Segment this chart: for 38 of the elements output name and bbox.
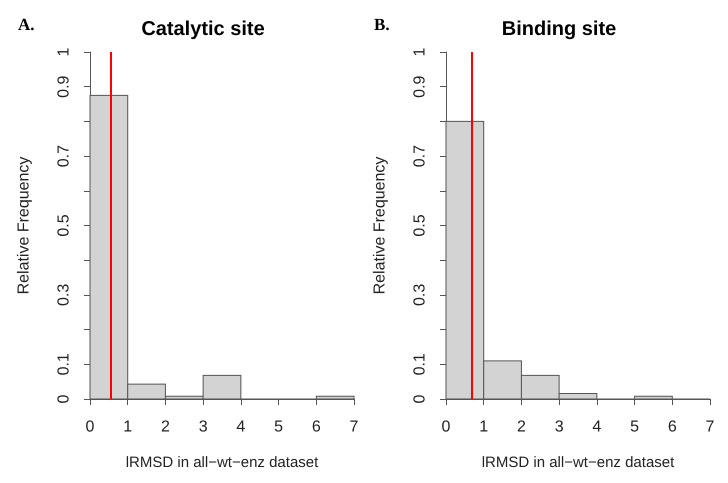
y-tick-label: 1 bbox=[56, 47, 72, 56]
y-tick-label: 0.7 bbox=[412, 144, 428, 168]
x-tick-label: 0 bbox=[442, 418, 451, 436]
x-tick-label: 4 bbox=[236, 418, 246, 436]
y-tick-label: 0.7 bbox=[56, 144, 72, 168]
x-axis-title: lRMSD in all−wt−enz dataset bbox=[126, 454, 320, 471]
x-tick-label: 3 bbox=[198, 418, 208, 436]
chart-title: Catalytic site bbox=[141, 18, 265, 40]
x-tick-label: 2 bbox=[160, 418, 170, 436]
text: A. bbox=[18, 15, 35, 34]
x-tick-label: 3 bbox=[554, 418, 564, 436]
y-tick-label: 0.9 bbox=[56, 75, 72, 98]
y-tick-label: 1 bbox=[412, 47, 428, 56]
x-tick-label: 2 bbox=[516, 418, 526, 436]
x-tick-label: 6 bbox=[668, 418, 677, 436]
x-tick-label: 5 bbox=[630, 418, 640, 436]
y-tick-label: 0.1 bbox=[56, 353, 72, 376]
x-tick-label: 7 bbox=[706, 418, 715, 436]
chart-title: Binding site bbox=[502, 18, 616, 40]
y-tick-label: 0.3 bbox=[412, 284, 428, 306]
text: B. bbox=[374, 15, 390, 34]
x-tick-label: 1 bbox=[123, 418, 132, 436]
x-tick-label: 7 bbox=[350, 418, 359, 436]
x-axis-title: lRMSD in all−wt−enz dataset bbox=[482, 454, 676, 471]
x-tick-label: 0 bbox=[86, 418, 95, 436]
x-tick-label: 6 bbox=[312, 418, 321, 436]
x-tick-label: 5 bbox=[274, 418, 284, 436]
y-axis-title: Relative Frequency bbox=[372, 156, 388, 294]
y-tick-label: 0 bbox=[412, 394, 428, 404]
y-tick-label: 0.9 bbox=[412, 75, 428, 98]
y-axis-title: Relative Frequency bbox=[16, 156, 32, 294]
y-tick-label: 0.1 bbox=[412, 353, 428, 376]
x-tick-label: 1 bbox=[479, 418, 488, 436]
x-tick-label: 4 bbox=[592, 418, 602, 436]
y-tick-label: 0.5 bbox=[56, 214, 72, 237]
y-tick-label: 0.5 bbox=[412, 214, 428, 237]
y-tick-label: 0 bbox=[56, 394, 72, 404]
y-tick-label: 0.3 bbox=[56, 284, 72, 306]
